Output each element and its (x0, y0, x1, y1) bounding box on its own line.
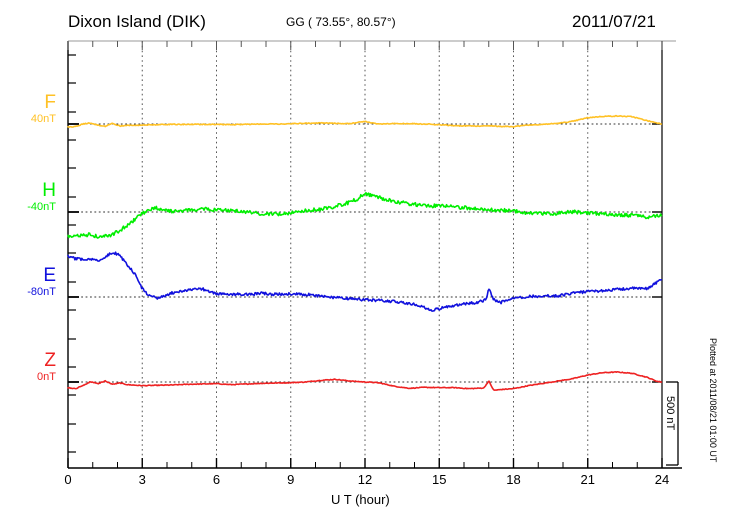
x-tick-label: 3 (138, 472, 146, 487)
scale-bar (666, 381, 679, 466)
x-axis-title: U T (hour) (331, 492, 390, 507)
trace-E (67, 251, 663, 312)
grid-layer (68, 41, 662, 468)
trace-Z (67, 370, 663, 391)
x-tick-label: 9 (287, 472, 295, 487)
component-label-Z: Z (44, 350, 56, 371)
geographic-coordinates: GG ( 73.55°, 80.57°) (286, 15, 396, 29)
component-label-H: H (42, 180, 56, 201)
plotted-timestamp: Plotted at 2011/08/21 01:00 UT (708, 338, 718, 463)
x-tick-label: 24 (654, 472, 670, 487)
trace-layer (67, 114, 663, 391)
trace-H (67, 191, 663, 239)
component-baseline-H: -40nT (27, 201, 56, 213)
plot-date: 2011/07/21 (572, 12, 656, 31)
component-label-E: E (43, 265, 56, 286)
axis-ticks (67, 41, 663, 468)
x-tick-label: 15 (432, 472, 447, 487)
x-tick-label: 21 (580, 472, 595, 487)
plot-frame (67, 40, 682, 469)
x-tick-label: 18 (506, 472, 521, 487)
x-tick-label: 12 (357, 472, 373, 487)
component-baseline-E: -80nT (27, 286, 56, 298)
x-tick-label: 6 (212, 472, 221, 487)
component-baseline-Z: 0nT (37, 371, 56, 383)
trace-F (67, 114, 663, 129)
scale-bar-label: 500 nT (664, 396, 676, 431)
component-label-F: F (44, 92, 56, 113)
x-tick-label: 0 (64, 472, 72, 487)
component-baseline-F: 40nT (30, 113, 56, 125)
station-name: Dixon Island (DIK) (68, 12, 206, 31)
